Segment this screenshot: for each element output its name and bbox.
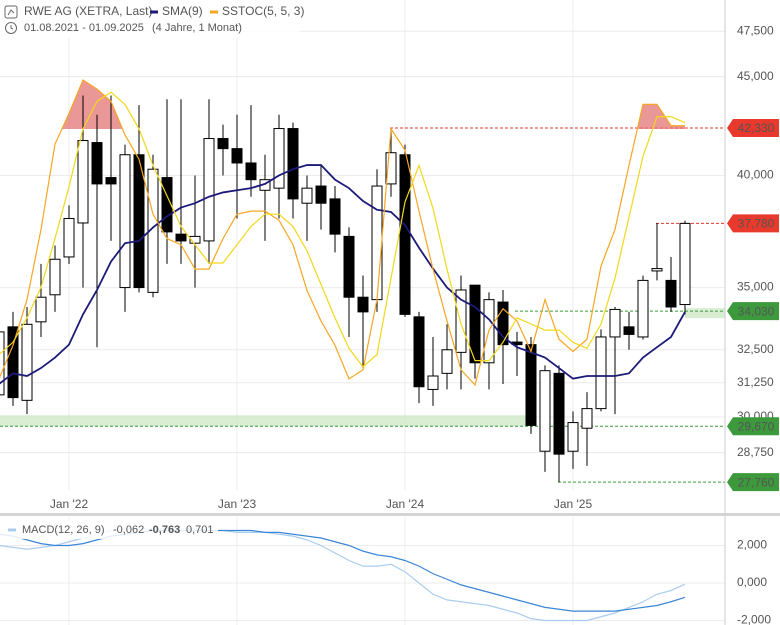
candle-body [665,279,677,308]
candle-body [189,235,201,244]
candle-body [35,296,47,323]
candle-body [539,370,551,452]
price-tag [727,417,779,436]
candle-body [441,349,453,374]
y-tick-label: 0,000 [737,575,767,589]
candle-body [469,284,481,364]
candle-body [77,140,89,224]
y-tick-label: 28,750 [737,445,774,459]
candle-body [343,235,355,298]
legend-value: 0,701 [186,524,214,536]
icon [4,5,18,19]
candle-body [245,162,257,181]
support-band [685,308,725,319]
price-tag-label: 34,030 [738,304,775,318]
candle-body [0,331,5,396]
candle-body [287,128,299,200]
candle-body [231,148,243,164]
candle-body [679,222,691,306]
candle-body [119,154,131,289]
duration: (4 Jahre, 1 Monat) [152,22,242,34]
candle-body [147,168,159,293]
price-tag-label: 27,760 [738,475,775,489]
candle-body [581,408,593,429]
legend-value: -0,062 [113,524,144,536]
candle-body [357,296,369,313]
candle-body [413,316,425,388]
price-tag [727,302,779,321]
candle-body [497,301,509,346]
y-tick-label: 2,000 [737,538,767,552]
x-tick-label: Jan '23 [218,497,257,511]
candle-body [427,375,439,390]
y-tick-label: 31,250 [737,375,774,389]
legend-label: SSTOC(5, 5, 3) [222,4,304,18]
x-tick-label: Jan '25 [554,497,593,511]
candle-body [371,185,383,301]
candle-body [301,187,313,204]
icon [5,22,17,34]
candle-body [609,308,621,338]
candle-body [7,326,19,399]
candle-body [567,422,579,452]
candle-body [21,323,33,401]
y-tick-label: 40,000 [737,168,774,182]
series-line [0,164,686,385]
y-tick-label: 35,000 [737,280,774,294]
candle-body [49,258,61,296]
candle-body [385,152,397,185]
candle-body [203,138,215,242]
legend-label: MACD(12, 26, 9) [22,524,105,536]
y-tick-label: -2,000 [737,613,771,625]
x-tick-label: Jan '22 [50,497,89,511]
candle-body [217,138,229,150]
candle-body [399,154,411,315]
icon [7,9,15,16]
panel-separator [0,513,780,516]
candle-body [637,279,649,338]
candle-body [315,185,327,204]
period: 01.08.2021 - 01.09.2025 [24,22,144,34]
candle-body [273,128,285,189]
price-tag-label: 29,670 [738,419,775,433]
y-tick-label: 45,000 [737,69,774,83]
price-tag [727,214,779,233]
legend-bg [0,0,300,38]
x-tick-label: Jan '24 [386,497,425,511]
candle-body [63,218,75,258]
candle-body [525,344,537,426]
icon [10,25,14,30]
support-band [0,415,530,427]
candle-body [455,289,467,353]
legend-value: -0,763 [149,524,180,536]
price-tag [727,473,779,492]
series-line [0,79,685,387]
candle-body [623,326,635,335]
candle-body [329,198,341,235]
chart-title: RWE AG (XETRA, Last) [24,4,152,18]
candle-body [161,177,173,233]
candle-body [105,177,117,185]
y-tick-label: 47,500 [737,23,774,37]
candle-body [175,233,187,242]
candle-body [651,268,663,272]
series-line [0,91,686,368]
legend-label: SMA(9) [162,4,203,18]
candle-body [553,372,565,455]
price-tag-label: 37,780 [738,217,775,231]
candle-body [133,154,145,289]
legend-bg [0,521,218,539]
price-tag-label: 42,330 [738,121,775,135]
price-tag [727,118,779,137]
candle-body [595,336,607,410]
y-tick-label: 32,500 [737,342,774,356]
candle-body [91,142,103,185]
